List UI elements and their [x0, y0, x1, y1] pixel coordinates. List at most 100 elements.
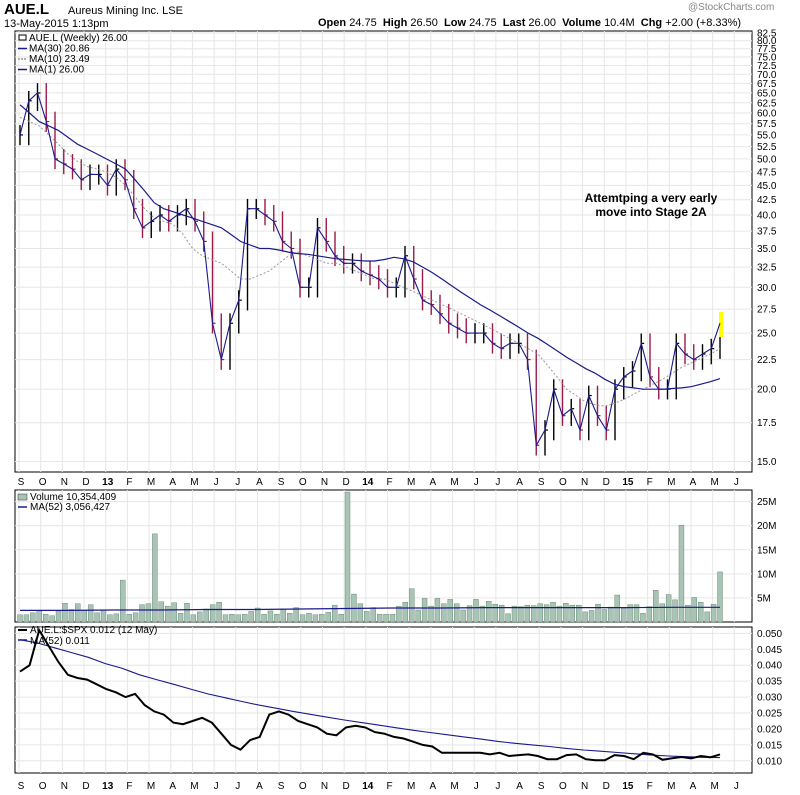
x-tick-label: D — [603, 477, 610, 488]
x-tick-label: J — [734, 477, 739, 488]
volume-bar — [36, 610, 42, 623]
volume-ma-line — [20, 606, 720, 611]
volume-legend-entry: Volume 10,354,409 — [30, 492, 117, 503]
x-tick-label: J — [474, 781, 479, 792]
volume-bar — [473, 599, 479, 623]
volume-bar — [576, 604, 582, 623]
volume-bar — [428, 605, 434, 623]
price-y-tick-label: 17.5 — [757, 418, 777, 429]
x-tick-label: A — [430, 477, 437, 488]
x-tick-label: 15 — [622, 477, 634, 488]
last-label: Last — [502, 17, 526, 29]
chart-annotation: Attemtping a very early — [585, 191, 718, 205]
volume-bar — [325, 612, 331, 623]
x-tick-label: M — [190, 477, 198, 488]
price-legend-entry: MA(1) 26.00 — [29, 65, 84, 76]
price-y-tick-label: 37.5 — [757, 227, 777, 238]
x-tick-label: A — [430, 781, 437, 792]
price-y-tick-label: 30.0 — [757, 283, 777, 294]
high-value: 26.50 — [410, 17, 438, 29]
volume-bar — [511, 605, 518, 623]
volume-bar — [197, 611, 203, 623]
volume-bar — [633, 604, 640, 623]
volume-bar — [261, 614, 267, 623]
volume-bar — [505, 613, 511, 623]
volume-bar — [177, 613, 184, 623]
x-tick-label: D — [603, 781, 610, 792]
volume-bar — [466, 605, 473, 623]
x-tick-label: 13 — [102, 477, 114, 488]
volume-bar — [30, 612, 36, 623]
company-name: Aureus Mining Inc. LSE — [68, 5, 183, 17]
ma30-line — [19, 104, 721, 390]
volume-bar — [171, 602, 177, 623]
volume-bar — [588, 610, 595, 623]
price-y-tick-label: 47.5 — [757, 167, 777, 178]
volume-bar — [209, 604, 216, 623]
price-y-tick-label: 65.0 — [757, 88, 777, 99]
ratio-line — [19, 627, 721, 762]
last-bar-highlight — [719, 311, 723, 338]
x-tick-label: 14 — [362, 781, 374, 792]
x-tick-label: O — [39, 781, 47, 792]
volume-bar — [396, 605, 402, 623]
volume-bar — [678, 525, 685, 623]
x-tick-label: S — [18, 781, 25, 792]
volume-bar — [312, 614, 319, 623]
x-tick-label: D — [82, 781, 89, 792]
x-tick-label: F — [386, 781, 392, 792]
x-tick-label: 13 — [102, 781, 114, 792]
price-y-tick-label: 32.5 — [757, 263, 777, 274]
volume-y-tick-label: 15M — [757, 545, 776, 556]
volume-bar — [698, 602, 704, 623]
x-tick-label: N — [581, 781, 588, 792]
x-tick-label: A — [516, 781, 523, 792]
volume-bar — [280, 608, 286, 623]
volume-bar — [242, 614, 248, 623]
low-value: 24.75 — [469, 17, 497, 29]
x-tick-label: O — [559, 781, 567, 792]
volume-bar — [563, 603, 569, 623]
volume-bar — [306, 613, 312, 623]
volume-bar — [665, 594, 672, 623]
volume-legend-entry: MA(52) 3,056,427 — [30, 502, 110, 513]
volume-bar — [691, 597, 697, 623]
volume-bar — [49, 615, 55, 623]
x-tick-label: A — [169, 477, 176, 488]
x-tick-label: S — [278, 477, 285, 488]
x-tick-label: M — [450, 781, 458, 792]
x-tick-label: J — [734, 781, 739, 792]
volume-bar — [531, 605, 537, 623]
volume-bar — [672, 599, 678, 623]
volume-y-tick-label: 25M — [757, 497, 776, 508]
volume-bar — [81, 610, 87, 623]
quote-date: 13-May-2015 1:13pm — [4, 18, 109, 30]
volume-bar — [659, 603, 665, 623]
price-y-tick-label: 42.5 — [757, 195, 777, 206]
volume-bar — [165, 605, 171, 623]
volume-bar — [685, 604, 691, 623]
volume-bar — [17, 614, 23, 623]
ratio-y-tick-label: 0.035 — [757, 677, 782, 688]
volume-bar — [627, 604, 633, 623]
x-tick-label: S — [278, 781, 285, 792]
x-tick-label: M — [450, 477, 458, 488]
volume-bar — [492, 603, 498, 623]
price-y-tick-label: 70.0 — [757, 70, 777, 81]
price-y-tick-label: 27.5 — [757, 305, 777, 316]
volume-legend-icon — [17, 493, 28, 501]
volume-bar — [331, 604, 338, 623]
volume-bar — [107, 614, 113, 623]
volume-bar — [415, 609, 421, 623]
price-y-tick-label: 77.5 — [757, 44, 777, 55]
volume-bar — [248, 611, 254, 623]
x-tick-label: D — [82, 477, 89, 488]
x-tick-label: A — [690, 781, 697, 792]
chg-label: Chg — [640, 17, 663, 29]
x-tick-label: J — [474, 477, 479, 488]
volume-bar — [524, 604, 531, 623]
x-tick-label: 14 — [362, 477, 374, 488]
ratio-y-tick-label: 0.030 — [757, 693, 782, 704]
volume-bar — [537, 603, 543, 623]
volume-bar — [601, 609, 608, 623]
